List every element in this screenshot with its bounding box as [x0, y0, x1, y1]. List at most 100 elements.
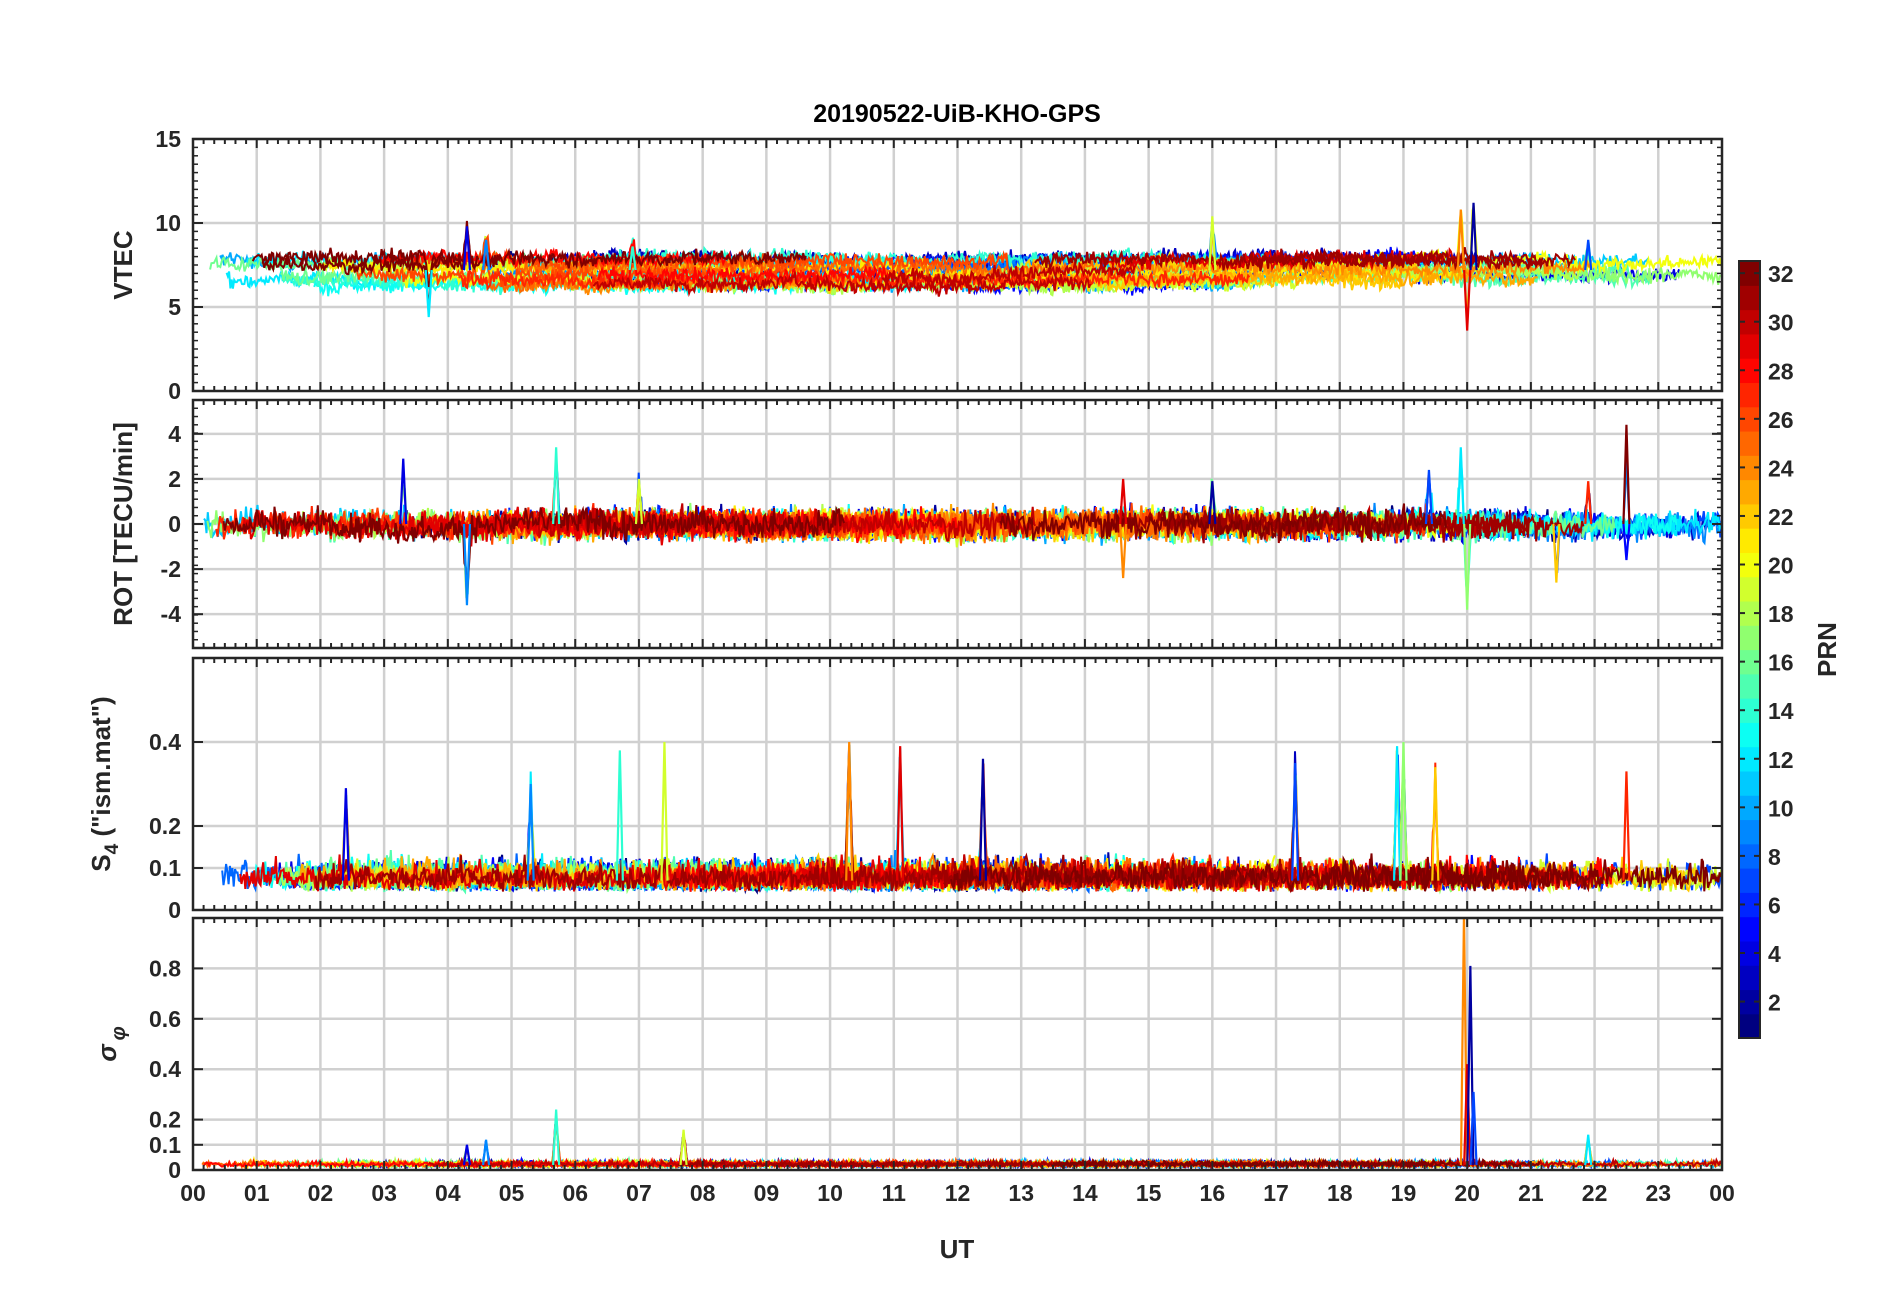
event-spike [481, 1139, 491, 1166]
event-spike [1622, 424, 1631, 525]
events-vtec [424, 202, 1593, 331]
colorbar-segment [1739, 552, 1760, 578]
x-tick-label: 23 [1645, 1180, 1671, 1206]
x-tick-label: 05 [499, 1180, 525, 1206]
event-spike [1552, 523, 1561, 583]
colorbar-segment [1739, 770, 1760, 796]
y-tick-label: 0 [168, 897, 181, 923]
y-tick-label: 5 [168, 294, 181, 320]
colorbar-tick-label: 22 [1768, 504, 1794, 530]
colorbar-segment [1739, 673, 1760, 699]
x-tick-label: 20 [1454, 1180, 1480, 1206]
event-spike [845, 741, 854, 881]
y-tick-label: -4 [161, 601, 182, 627]
x-tick-label: 11 [882, 1180, 907, 1206]
event-spike [634, 478, 644, 525]
series-line-prn-31 [1166, 508, 1530, 543]
colorbar-tick-label: 32 [1768, 261, 1794, 287]
colorbar-segment [1739, 989, 1760, 1015]
panel-s4: 0 0.1 0.2 0.4 S4 ("ism.mat") [86, 656, 1724, 923]
event-spike [1456, 209, 1465, 271]
event-spike [1208, 216, 1217, 271]
y-tick-label: 0.8 [149, 955, 181, 981]
y-label-base: S [86, 854, 116, 871]
event-spike [1119, 523, 1128, 579]
event-spike [628, 246, 637, 271]
y-tick-label: 0.2 [149, 813, 181, 839]
series-line-prn-24 [1109, 254, 1592, 279]
colorbar-segment [1739, 600, 1760, 626]
y-axis-label-rot: ROT [TECU/min] [108, 422, 138, 626]
event-spike [1424, 469, 1434, 525]
x-tick-label: 12 [945, 1180, 971, 1206]
event-spike [1469, 202, 1478, 271]
series-line-prn-30 [881, 260, 1136, 290]
colorbar-tick-label: 18 [1768, 601, 1794, 627]
colorbar-tick-label: 28 [1768, 358, 1794, 384]
colorbar-segment [1739, 479, 1760, 505]
ticks-s4 [192, 658, 1723, 911]
colorbar-segment [1739, 358, 1760, 384]
event-spike [1469, 1091, 1478, 1166]
colorbar-segment [1739, 406, 1760, 432]
y-tick-label: 0 [168, 511, 181, 537]
y-tick-label: 0.1 [149, 1132, 181, 1158]
x-tick-label: 18 [1327, 1180, 1353, 1206]
colorbar-segment [1739, 868, 1760, 893]
event-spike [462, 226, 472, 271]
x-tick-label: 16 [1200, 1180, 1226, 1206]
event-spike [1584, 1134, 1593, 1166]
colorbar-tick-label: 16 [1768, 650, 1794, 676]
y-label-sub: φ [108, 1026, 130, 1040]
series-group-vtec [209, 205, 1722, 308]
series-line-prn-32 [222, 505, 846, 600]
ticks-vtec [192, 138, 1723, 392]
colorbar-segment [1739, 261, 1760, 286]
y-tick-label: 15 [155, 126, 181, 152]
event-spike [424, 269, 433, 318]
y-tick-label: 0 [168, 378, 181, 404]
y-tick-label: 0.4 [149, 729, 181, 755]
series-line-prn-32 [1322, 856, 1722, 892]
colorbar-tick-label: 12 [1768, 747, 1794, 773]
event-spike [1584, 481, 1593, 525]
x-tick-label: 19 [1391, 1180, 1417, 1206]
x-tick-label: 03 [371, 1180, 397, 1206]
events-sigma [462, 918, 1593, 1166]
y-tick-label: 0.6 [149, 1006, 181, 1032]
colorbar-tick-label: 26 [1768, 407, 1794, 433]
event-spike [1392, 746, 1402, 881]
colorbar-tick-label: 8 [1768, 844, 1781, 870]
event-spike [679, 1129, 688, 1166]
panel-rot: -4 -2 0 2 4 ROT [TECU/min] [108, 398, 1724, 650]
x-tick-label: 09 [754, 1180, 780, 1206]
x-tick-label: 22 [1582, 1180, 1608, 1206]
x-tick-label: 00 [180, 1180, 206, 1206]
event-spike [1399, 741, 1408, 881]
colorbar-segment [1739, 309, 1760, 335]
x-axis-label: UT [940, 1234, 975, 1264]
y-axis-label-sigma: σφ [92, 1026, 130, 1061]
event-spike [1456, 447, 1465, 525]
series-line-prn-28 [597, 259, 895, 286]
series-line-prn-32 [251, 220, 807, 288]
y-tick-label: 10 [155, 210, 181, 236]
event-spike [896, 746, 905, 881]
colorbar-segment [1739, 455, 1760, 481]
x-tick-label: 01 [244, 1180, 270, 1206]
series-line-prn-30 [592, 269, 1092, 298]
ticks-rot [192, 399, 1723, 649]
event-spike [462, 523, 472, 606]
x-tick-label: 13 [1008, 1180, 1034, 1206]
colorbar-tick-label: 14 [1768, 698, 1794, 724]
y-label-sub: 4 [102, 843, 123, 854]
y-tick-label: -2 [161, 556, 181, 582]
x-tick-label: 04 [435, 1180, 461, 1206]
colorbar-segment [1739, 503, 1760, 529]
x-tick-label: 10 [817, 1180, 843, 1206]
y-axis-label-s4: S4 ("ism.mat") [86, 696, 123, 871]
